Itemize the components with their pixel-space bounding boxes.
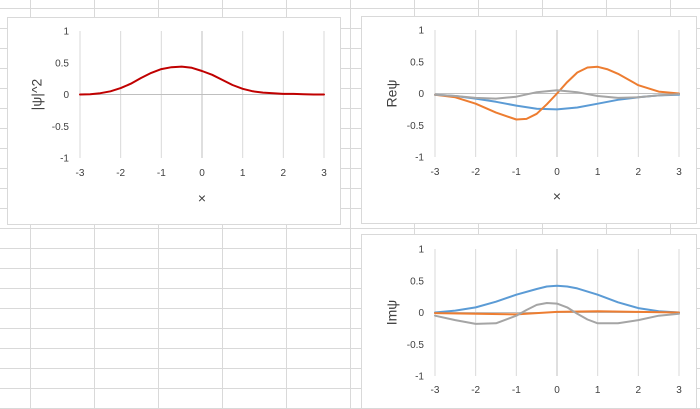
x-tick-label: 3 [321,168,327,179]
y-axis-title: Imψ [384,300,400,326]
x-tick-label: 1 [240,168,246,179]
x-tick-label: 2 [636,167,642,178]
y-tick-label: -0.5 [407,340,425,351]
y-tick-label: -0.5 [407,121,425,132]
x-tick-label: -3 [76,168,85,179]
x-axis-title: × [553,188,561,204]
y-tick-label: -1 [60,154,69,165]
y-axis-title: |ψ|^2 [29,78,45,110]
y-tick-label: -1 [415,153,424,164]
x-tick-label: 1 [595,167,601,178]
series-line-1 [79,65,325,96]
series-line-3 [434,89,680,100]
x-tick-label: 0 [554,167,560,178]
y-tick-label: -1 [415,372,424,383]
x-tick-label: 0 [554,385,560,396]
series-line-3 [434,302,680,325]
x-tick-label: -1 [157,168,166,179]
y-tick-label: 0.5 [410,57,424,68]
x-tick-label: -3 [431,167,440,178]
y-tick-label: 1 [63,27,69,38]
chart-svg: -3 -2 -1 0 1 2 3 -1 -0.5 0 0.5 1 |ψ|^2 × [29,27,328,207]
x-tick-label: 1 [595,385,601,396]
y-tick-label: 0 [63,90,69,101]
chart-svg: -3 -2 -1 0 1 2 3 -1 -0.5 0 0.5 1 Imψ [384,245,683,397]
chart-psi-squared[interactable]: -3 -2 -1 0 1 2 3 -1 -0.5 0 0.5 1 |ψ|^2 × [7,17,341,225]
chart-im-psi[interactable]: -3 -2 -1 0 1 2 3 -1 -0.5 0 0.5 1 Imψ [361,234,697,408]
x-tick-label: -2 [471,167,480,178]
y-axis-title: Reψ [384,80,400,108]
y-tick-label: 0.5 [410,276,424,287]
y-tick-label: 1 [418,245,424,256]
x-tick-label: -1 [512,385,521,396]
y-tick-label: 1 [418,26,424,37]
x-tick-label: -2 [116,168,125,179]
x-tick-label: 2 [636,385,642,396]
x-tick-label: 0 [199,168,205,179]
series-line-1 [434,284,680,314]
y-tick-label: 0.5 [55,58,69,69]
x-tick-label: 3 [676,385,682,396]
chart-svg: -3 -2 -1 0 1 2 3 -1 -0.5 0 0.5 1 Reψ × [384,26,683,205]
chart-re-psi[interactable]: -3 -2 -1 0 1 2 3 -1 -0.5 0 0.5 1 Reψ × [361,16,697,224]
series-line-2 [434,65,680,121]
x-axis-title: × [198,190,206,206]
y-tick-label: -0.5 [52,122,70,133]
series-line-2 [434,310,680,316]
x-tick-label: -3 [431,385,440,396]
y-tick-label: 0 [418,308,424,319]
x-tick-label: 2 [281,168,287,179]
x-tick-label: -1 [512,167,521,178]
x-tick-label: 3 [676,167,682,178]
y-tick-label: 0 [418,89,424,100]
x-tick-label: -2 [471,385,480,396]
